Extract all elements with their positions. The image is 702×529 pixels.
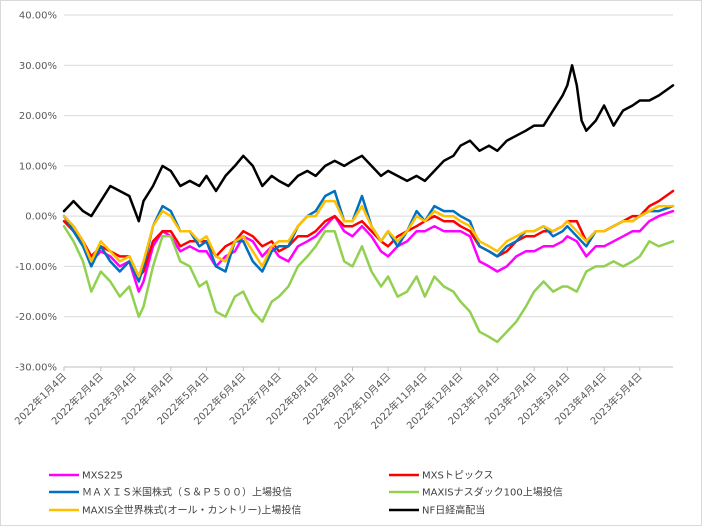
legend-label-6: NF日経高配当 [422, 504, 485, 517]
gridlines [64, 14, 673, 368]
series-line-6 [62, 64, 675, 223]
series-lines [62, 64, 675, 344]
y-tick-label: -20.00% [15, 312, 57, 323]
legend: MXS225 MXSトピックス ＭＡＸＩＳ米国株式（Ｓ＆Ｐ５００）上場投信 MAXIS… [49, 470, 563, 517]
y-tick-label: 30.00% [19, 61, 57, 72]
y-tick-label: 40.00% [19, 11, 57, 22]
legend-label-2: MXSトピックス [422, 470, 494, 482]
legend-label-3: ＭＡＸＩＳ米国株式（Ｓ＆Ｐ５００）上場投信 [82, 486, 292, 499]
y-axis: -30.00% -20.00% -10.00% 0.00% 10.00% 20.00% 30… [15, 11, 57, 374]
x-axis: 2022年1月4日2022年2月4日2022年3月4日2022年4月4日2022… [12, 366, 673, 432]
y-tick-label: 10.00% [19, 161, 57, 172]
series-line-3 [62, 189, 675, 283]
series-line-4 [62, 224, 675, 344]
y-tick-label: 20.00% [19, 111, 57, 122]
legend-label-1: MXS225 [82, 471, 123, 482]
y-tick-label: -30.00% [15, 363, 57, 374]
y-tick-label: -10.00% [15, 262, 57, 273]
legend-label-5: MAXIS全世界株式(オール・カントリー)上場投信 [82, 504, 301, 517]
series-line-5 [62, 199, 675, 278]
y-tick-label: 0.00% [25, 212, 57, 223]
legend-label-4: MAXISナスダック100上場投信 [422, 486, 563, 499]
